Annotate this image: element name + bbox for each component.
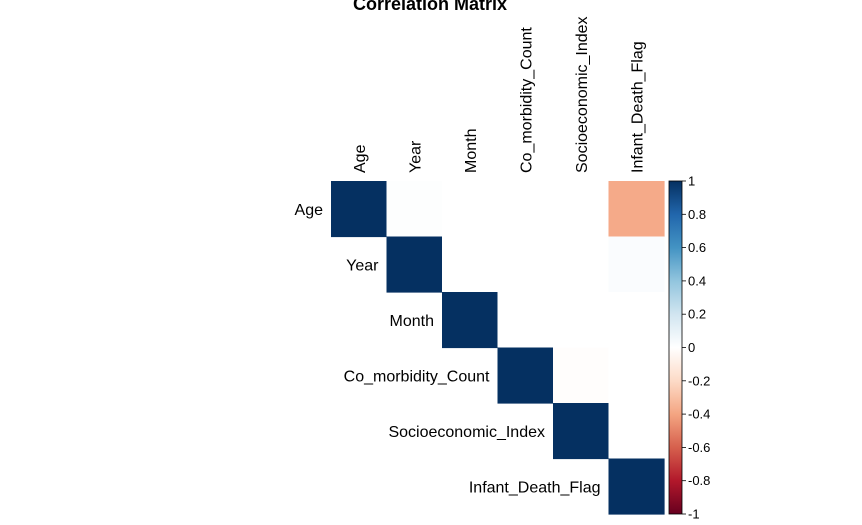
column-label: Infant_Death_Flag	[629, 41, 646, 173]
cell-Month-Infant_Death_Flag	[608, 292, 665, 349]
colorbar-gradient	[669, 181, 682, 514]
colorbar-tick-label: 1	[688, 174, 695, 189]
cell-Age-Infant_Death_Flag	[608, 181, 665, 238]
cell-Age-Co_morbidity_Count	[497, 181, 554, 238]
colorbar-tick-label: -0.2	[688, 373, 710, 388]
row-label: Socioeconomic_Index	[388, 424, 545, 441]
colorbar-tick-label: -0.8	[688, 473, 710, 488]
colorbar-tick-label: -1	[688, 507, 700, 522]
column-label: Year	[407, 140, 424, 173]
row-labels: Age Year Month Co_morbidity_Count Socioecono…	[295, 202, 601, 496]
cell-Infant_Death_Flag-Infant_Death_Flag	[608, 458, 665, 515]
column-label: Age	[352, 144, 369, 173]
cell-Age-Year	[386, 181, 443, 238]
colorbar-tick-label: -0.6	[688, 440, 710, 455]
chart-title: Correlation Matrix	[353, 0, 507, 14]
column-label: Co_morbidity_Count	[518, 27, 535, 173]
cell-Month-Co_morbidity_Count	[497, 292, 554, 349]
cell-Age-Month	[442, 181, 499, 238]
column-label: Month	[463, 129, 480, 173]
row-label: Co_morbidity_Count	[344, 368, 490, 385]
row-label: Age	[295, 202, 324, 219]
heatmap-cells	[331, 181, 665, 515]
cell-Socioeconomic_Index-Socioeconomic_Index	[553, 403, 610, 460]
column-labels: Age Year Month Co_morbidity_Count Socioecono…	[352, 16, 647, 173]
cell-Age-Socioeconomic_Index	[553, 181, 610, 238]
cell-Year-Infant_Death_Flag	[608, 236, 665, 293]
cell-Year-Year	[386, 236, 443, 293]
row-label: Month	[390, 313, 434, 330]
colorbar-tick-label: 0.4	[688, 273, 706, 288]
colorbar: 1 0.8 0.6 0.4 0.2 0 -0.2 -0.4 -0.6 -0.8 -1	[668, 174, 710, 522]
cell-Co_morbidity_Count-Socioeconomic_Index	[553, 347, 610, 404]
cell-Age-Age	[331, 181, 388, 238]
cell-Month-Socioeconomic_Index	[553, 292, 610, 349]
cell-Year-Socioeconomic_Index	[553, 236, 610, 293]
cell-Year-Month	[442, 236, 499, 293]
cell-Co_morbidity_Count-Infant_Death_Flag	[608, 347, 665, 404]
colorbar-tick-label: 0.8	[688, 207, 706, 222]
cell-Year-Co_morbidity_Count	[497, 236, 554, 293]
colorbar-tick-label: -0.4	[688, 407, 710, 422]
colorbar-tick-label: 0	[688, 340, 695, 355]
column-label: Socioeconomic_Index	[574, 16, 591, 173]
colorbar-tick-label: 0.2	[688, 307, 706, 322]
cell-Socioeconomic_Index-Infant_Death_Flag	[608, 403, 665, 460]
cell-Month-Month	[442, 292, 499, 349]
colorbar-tick-label: 0.6	[688, 240, 706, 255]
row-label: Infant_Death_Flag	[469, 479, 601, 496]
row-label: Year	[346, 257, 379, 274]
cell-Co_morbidity_Count-Co_morbidity_Count	[497, 347, 554, 404]
